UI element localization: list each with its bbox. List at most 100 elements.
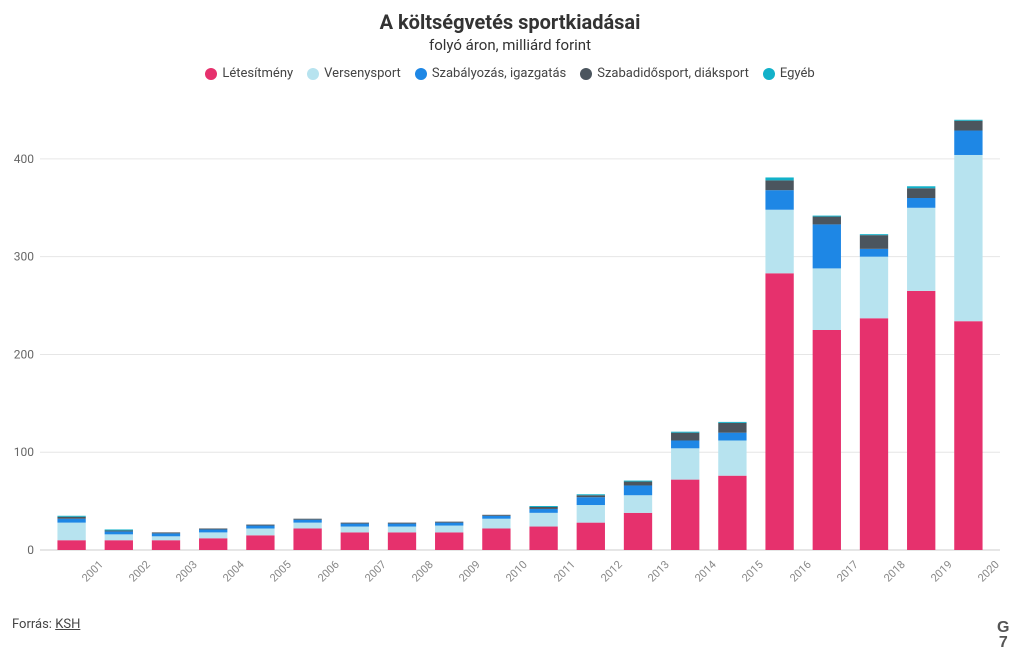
bar-segment xyxy=(199,528,227,529)
x-axis-label: 2018 xyxy=(881,558,908,585)
x-axis-label: 2004 xyxy=(220,558,247,585)
bar-segment xyxy=(482,515,510,516)
svg-text:100: 100 xyxy=(14,445,34,459)
bar-segment xyxy=(435,522,463,523)
bar-segment xyxy=(435,526,463,533)
legend-item: Létesítmény xyxy=(205,66,293,81)
bar-segment xyxy=(577,494,605,495)
legend-label: Létesítmény xyxy=(222,66,293,81)
legend-label: Egyéb xyxy=(780,66,815,81)
bar-segment xyxy=(907,186,935,188)
bar-segment xyxy=(624,481,652,482)
publisher-logo: G 7 xyxy=(997,621,1010,650)
x-axis-label: 2001 xyxy=(79,558,106,585)
bar-segment xyxy=(624,485,652,495)
bar-segment xyxy=(388,527,416,533)
bar-segment xyxy=(529,509,557,513)
bar-segment xyxy=(482,519,510,529)
bar-segment xyxy=(671,480,699,550)
bar-segment xyxy=(293,519,321,520)
bar-segment xyxy=(105,530,133,531)
source-link[interactable]: KSH xyxy=(55,617,80,632)
x-axis-label: 2008 xyxy=(409,558,436,585)
bar-segment xyxy=(813,217,841,225)
bar-segment xyxy=(152,540,180,550)
bar-segment xyxy=(293,528,321,550)
bar-segment xyxy=(152,533,180,536)
x-axis-label: 2005 xyxy=(268,558,295,585)
bar-segment xyxy=(246,526,274,529)
bar-segment xyxy=(813,268,841,330)
bar-segment xyxy=(577,495,605,497)
bar-segment xyxy=(813,224,841,268)
bar-segment xyxy=(57,523,85,541)
x-axis-label: 2015 xyxy=(740,558,767,585)
bar-segment xyxy=(907,208,935,291)
bar-segment xyxy=(954,120,982,121)
x-axis-label: 2013 xyxy=(645,558,672,585)
bar-segment xyxy=(765,177,793,180)
bar-segment xyxy=(907,291,935,550)
bar-segment xyxy=(718,422,746,423)
plot-area: 0100200300400 xyxy=(40,110,1000,550)
svg-text:0: 0 xyxy=(27,543,34,557)
bar-segment xyxy=(577,497,605,505)
bar-segment xyxy=(718,476,746,550)
logo-bottom: 7 xyxy=(997,636,1010,650)
bar-segment xyxy=(341,527,369,533)
bar-segment xyxy=(529,507,557,509)
x-axis-label: 2016 xyxy=(787,558,814,585)
bar-segment xyxy=(435,523,463,526)
legend-item: Versenysport xyxy=(307,66,401,81)
bar-segment xyxy=(765,190,793,210)
bar-segment xyxy=(954,121,982,131)
bar-segment xyxy=(246,535,274,550)
bar-segment xyxy=(529,527,557,550)
bar-segment xyxy=(765,180,793,190)
legend-item: Egyéb xyxy=(763,66,815,81)
bar-segment xyxy=(954,321,982,550)
bar-segment xyxy=(199,532,227,538)
bar-segment xyxy=(105,534,133,540)
bar-segment xyxy=(57,516,85,517)
legend: Létesítmény Versenysport Szabályozás, igaz… xyxy=(0,66,1020,81)
bar-segment xyxy=(246,528,274,535)
x-axis-label: 2012 xyxy=(598,558,625,585)
chart-subtitle: folyó áron, milliárd forint xyxy=(0,36,1020,54)
chart-title: A költségvetés sportkiadásai xyxy=(0,10,1020,34)
svg-text:200: 200 xyxy=(14,347,34,361)
bar-segment xyxy=(341,523,369,524)
bar-segment xyxy=(624,482,652,486)
chart-container: A költségvetés sportkiadásai folyó áron,… xyxy=(0,10,1020,650)
bar-segment xyxy=(860,249,888,257)
bar-segment xyxy=(388,532,416,550)
bar-segment xyxy=(577,505,605,523)
bar-segment xyxy=(152,532,180,533)
bar-segment xyxy=(57,540,85,550)
bar-segment xyxy=(388,523,416,524)
legend-label: Szabályozás, igazgatás xyxy=(432,66,566,81)
bar-segment xyxy=(671,448,699,479)
bar-segment xyxy=(765,210,793,274)
bar-segment xyxy=(907,188,935,198)
bar-segment xyxy=(860,235,888,249)
bar-segment xyxy=(199,529,227,532)
bar-segment xyxy=(577,523,605,550)
bar-segment xyxy=(57,519,85,523)
bar-segment xyxy=(671,432,699,433)
legend-item: Szabályozás, igazgatás xyxy=(415,66,566,81)
bar-segment xyxy=(529,513,557,527)
plot-svg: 0100200300400 xyxy=(40,110,1000,550)
x-axis-label: 2009 xyxy=(456,558,483,585)
bar-segment xyxy=(718,433,746,441)
x-axis-label: 2010 xyxy=(504,558,531,585)
legend-swatch xyxy=(205,68,217,80)
bar-segment xyxy=(813,216,841,217)
bar-segment xyxy=(435,532,463,550)
legend-swatch xyxy=(415,68,427,80)
x-axis-labels: 2001200220032004200520062007200820092010… xyxy=(40,550,1000,610)
bar-segment xyxy=(624,513,652,550)
bar-segment xyxy=(813,330,841,550)
bar-segment xyxy=(293,523,321,529)
legend-label: Szabadidősport, diáksport xyxy=(597,66,749,81)
